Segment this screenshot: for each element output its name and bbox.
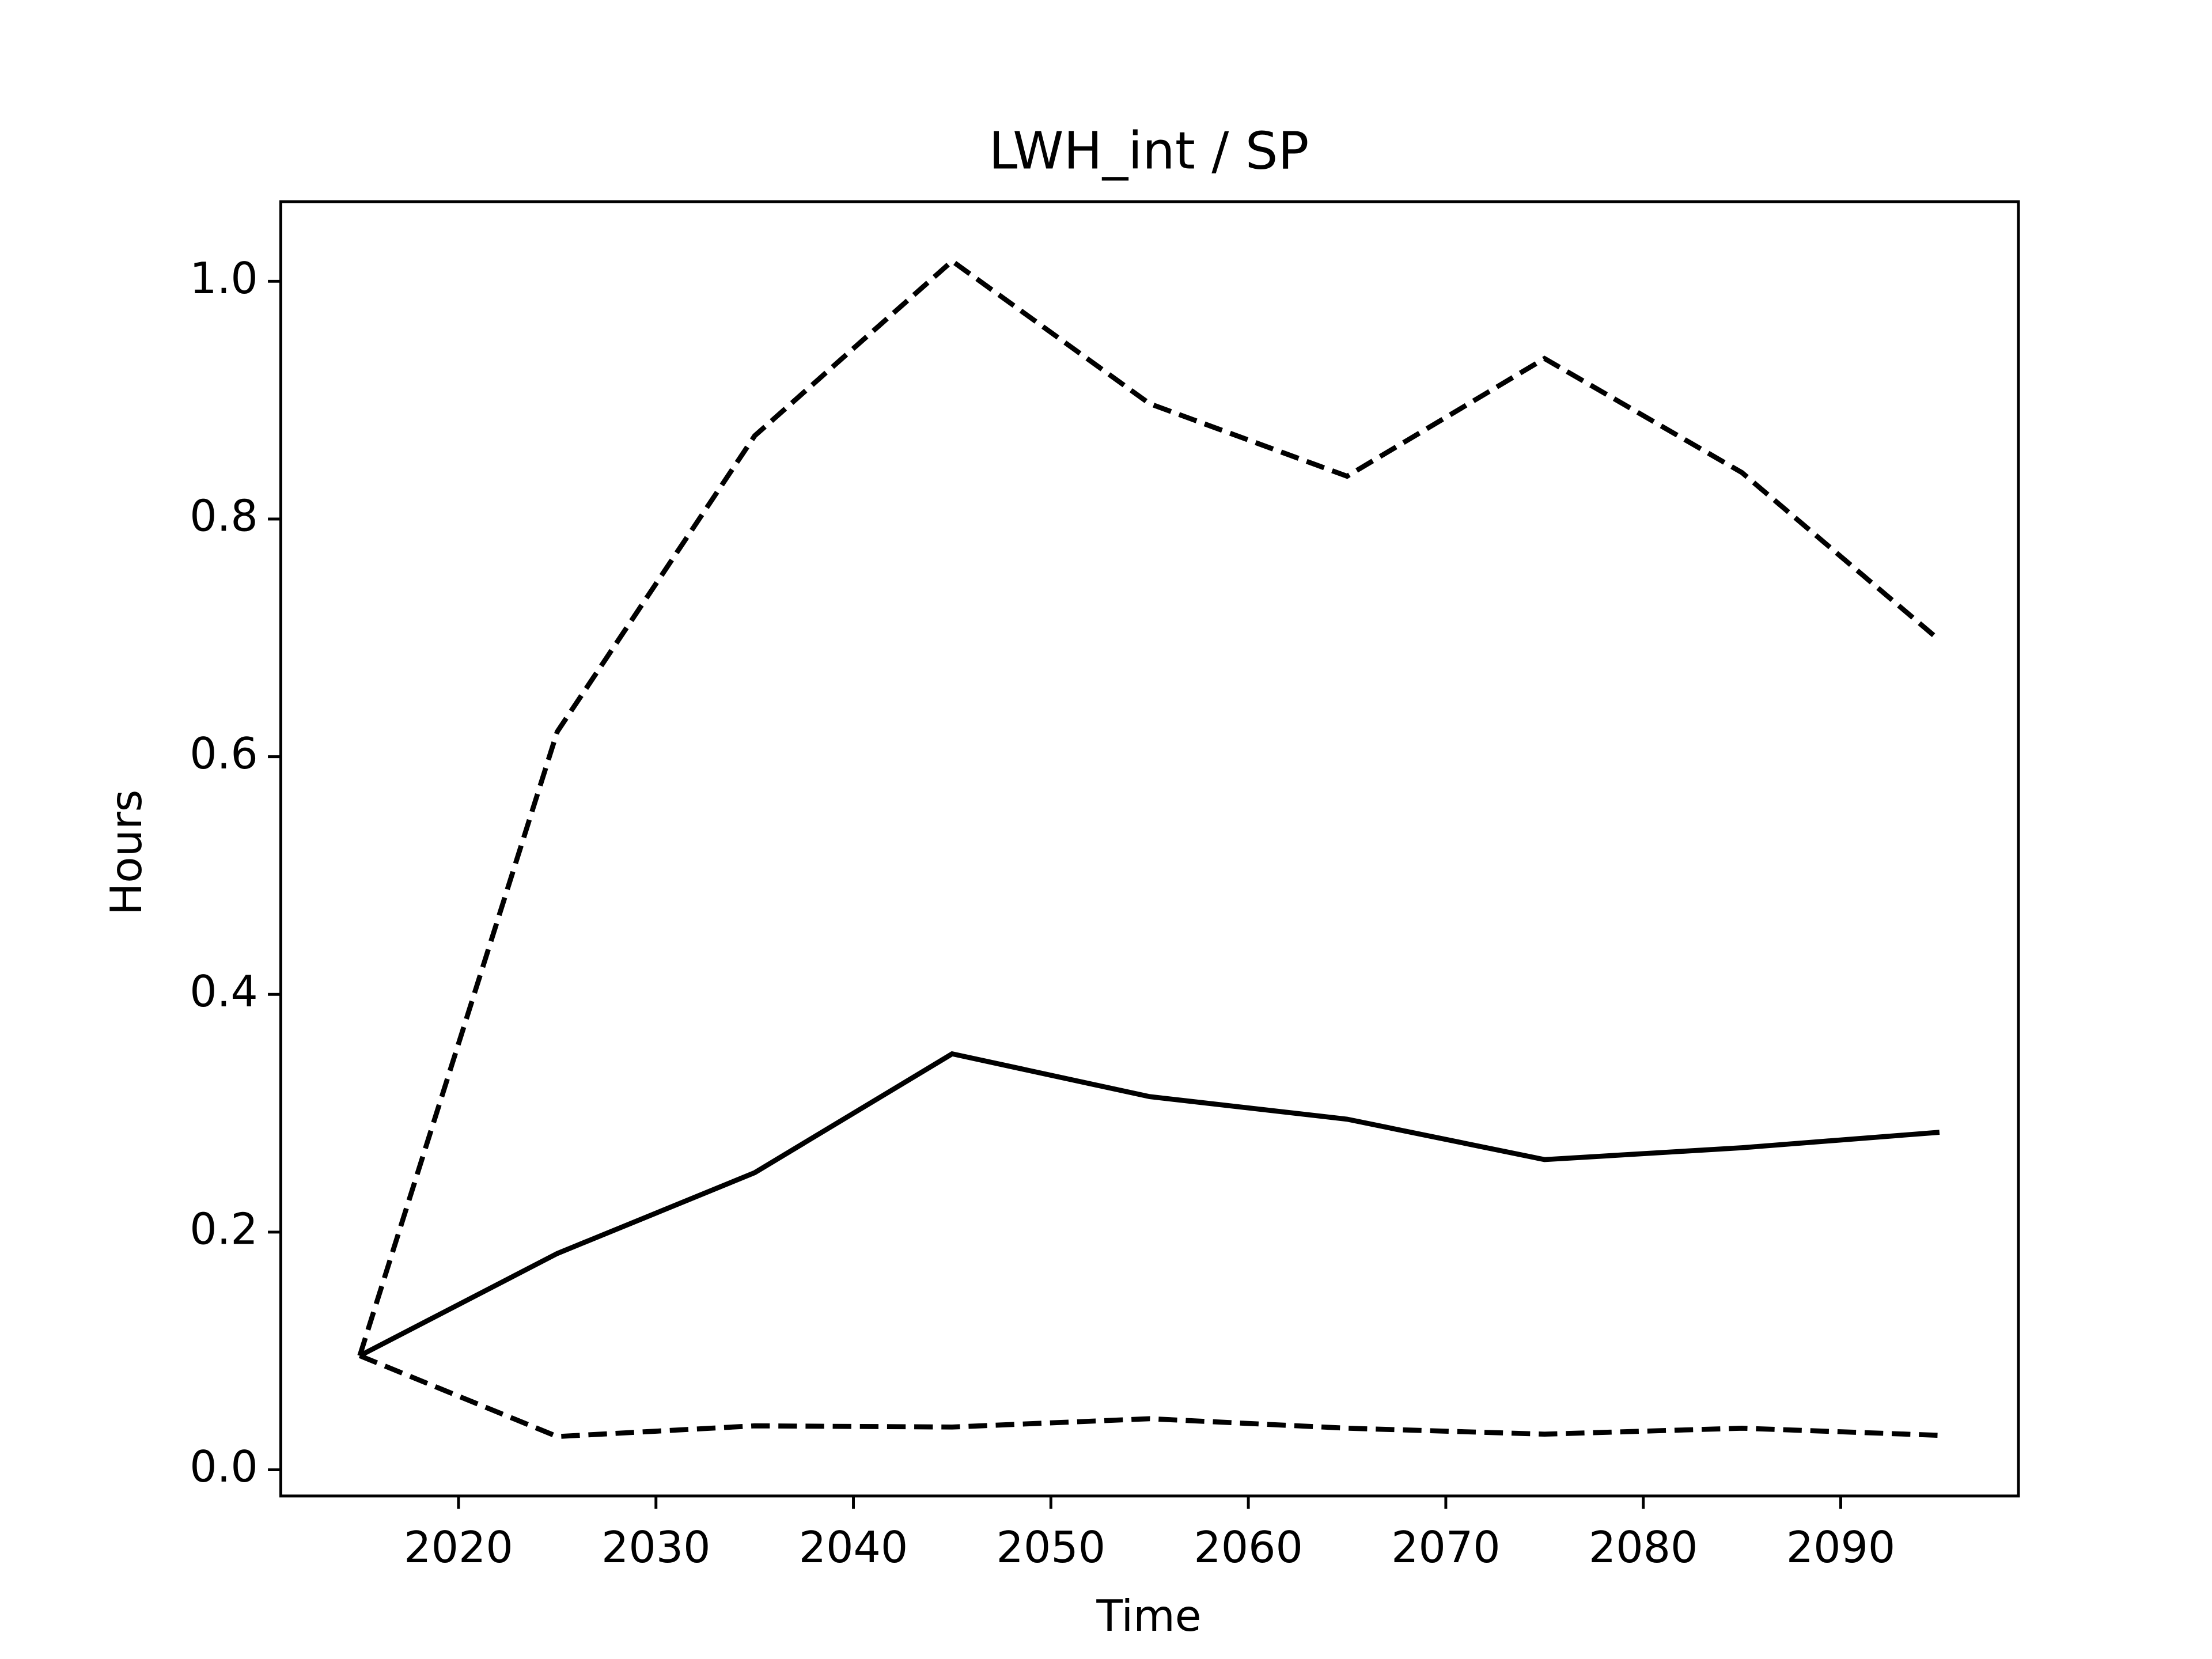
x-tick-label: 2020 (404, 1522, 513, 1573)
x-tick-label: 2070 (1391, 1522, 1501, 1573)
line-series (357, 257, 1941, 1357)
y-tick-label: 0.4 (190, 967, 257, 1017)
y-tick-label: 0.0 (190, 1442, 257, 1492)
x-tick-label: 2090 (1786, 1522, 1896, 1573)
x-tick-label: 2050 (997, 1522, 1106, 1573)
plot-frame (279, 200, 2020, 1498)
chart-title: LWH_int / SP (989, 122, 1309, 181)
y-tick-label: 0.2 (190, 1204, 257, 1254)
y-tick-label: 0.6 (190, 729, 257, 779)
x-tick-label: 2060 (1194, 1522, 1303, 1573)
line-series (358, 1353, 1940, 1440)
x-axis-label: Time (1096, 1591, 1201, 1641)
line-series (358, 1051, 1940, 1358)
x-tick-label: 2080 (1589, 1522, 1698, 1573)
x-tick-label: 2040 (799, 1522, 908, 1573)
y-tick-label: 1.0 (190, 253, 257, 304)
y-tick-label: 0.8 (190, 491, 257, 541)
x-tick-label: 2030 (601, 1522, 711, 1573)
y-axis-label: Hours (101, 790, 151, 915)
